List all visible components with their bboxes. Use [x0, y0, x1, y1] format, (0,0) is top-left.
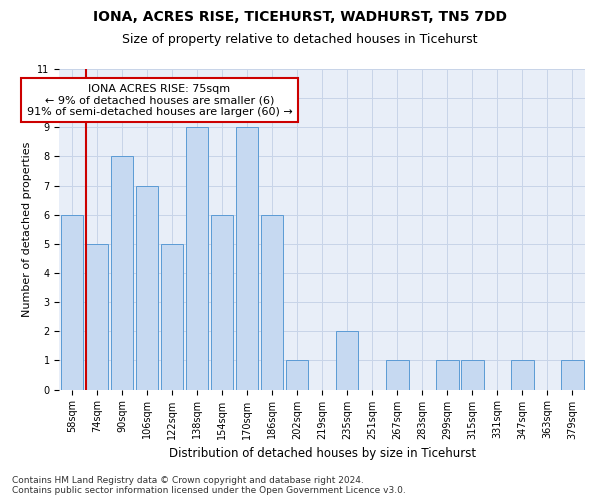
Text: Contains HM Land Registry data © Crown copyright and database right 2024.
Contai: Contains HM Land Registry data © Crown c… [12, 476, 406, 495]
Bar [211, 214, 233, 390]
Bar [236, 128, 259, 390]
Text: IONA ACRES RISE: 75sqm
← 9% of detached houses are smaller (6)
91% of semi-detac: IONA ACRES RISE: 75sqm ← 9% of detached … [26, 84, 292, 117]
Text: Size of property relative to detached houses in Ticehurst: Size of property relative to detached ho… [122, 32, 478, 46]
Bar [261, 214, 283, 390]
Bar [161, 244, 183, 390]
Bar [436, 360, 458, 390]
Bar [561, 360, 584, 390]
Text: IONA, ACRES RISE, TICEHURST, WADHURST, TN5 7DD: IONA, ACRES RISE, TICEHURST, WADHURST, T… [93, 10, 507, 24]
Y-axis label: Number of detached properties: Number of detached properties [22, 142, 32, 317]
Bar [461, 360, 484, 390]
Bar [286, 360, 308, 390]
Bar [511, 360, 533, 390]
X-axis label: Distribution of detached houses by size in Ticehurst: Distribution of detached houses by size … [169, 447, 476, 460]
Bar [110, 156, 133, 390]
Bar [86, 244, 108, 390]
Bar [336, 332, 358, 390]
Bar [386, 360, 409, 390]
Bar [61, 214, 83, 390]
Bar [136, 186, 158, 390]
Bar [186, 128, 208, 390]
